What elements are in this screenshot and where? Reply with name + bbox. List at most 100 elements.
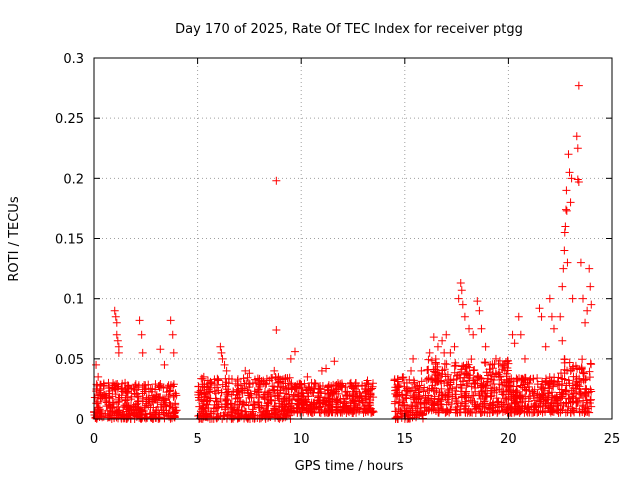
data-point: [578, 294, 587, 303]
data-point: [556, 312, 565, 321]
data-point: [430, 367, 439, 376]
data-point: [211, 394, 220, 403]
data-point: [112, 330, 121, 339]
x-tick-label: 25: [604, 432, 621, 447]
data-point: [279, 395, 288, 404]
data-point: [94, 391, 103, 400]
data-point: [500, 360, 509, 369]
data-point: [201, 392, 210, 401]
data-point: [572, 404, 581, 413]
data-point: [238, 389, 247, 398]
data-point: [250, 387, 259, 396]
data-point: [138, 348, 147, 357]
data-point: [172, 391, 181, 400]
data-point: [576, 388, 585, 397]
data-point: [416, 400, 425, 409]
data-point: [214, 403, 223, 412]
data-point: [400, 382, 409, 391]
data-point: [247, 411, 256, 420]
data-point: [303, 372, 312, 381]
data-point: [505, 403, 514, 412]
data-point: [566, 367, 575, 376]
data-point: [541, 401, 550, 410]
data-point: [113, 336, 122, 345]
data-point: [294, 392, 303, 401]
data-point: [541, 342, 550, 351]
data-point: [425, 348, 434, 357]
data-point: [502, 395, 511, 404]
data-point: [402, 391, 411, 400]
data-point: [331, 408, 340, 417]
data-point: [438, 336, 447, 345]
data-point: [488, 364, 497, 373]
data-point: [169, 348, 178, 357]
data-point: [255, 382, 264, 391]
data-point: [362, 393, 371, 402]
data-point: [202, 411, 211, 420]
data-point: [578, 355, 587, 364]
data-point: [587, 360, 596, 369]
data-point: [114, 395, 123, 404]
data-point: [330, 357, 339, 366]
data-point: [472, 404, 481, 413]
data-point: [562, 399, 571, 408]
data-point: [473, 297, 482, 306]
data-point: [560, 246, 569, 255]
data-point: [481, 393, 490, 402]
data-point: [507, 405, 516, 414]
data-point: [587, 300, 596, 309]
data-point: [124, 401, 133, 410]
data-point: [449, 376, 458, 385]
data-point: [454, 294, 463, 303]
data-point: [481, 342, 490, 351]
data-point: [481, 383, 490, 392]
data-point: [465, 324, 474, 333]
data-point: [222, 366, 231, 375]
data-point: [427, 384, 436, 393]
data-point: [481, 358, 490, 367]
data-point: [104, 378, 113, 387]
data-point: [154, 405, 163, 414]
data-point: [581, 375, 590, 384]
y-tick-label: 0.1: [63, 293, 84, 308]
data-point: [486, 392, 495, 401]
data-point: [110, 306, 119, 315]
data-point: [412, 390, 421, 399]
data-point: [248, 405, 257, 414]
data-point: [429, 333, 438, 342]
data-point: [116, 411, 125, 420]
data-point: [137, 413, 146, 422]
data-point: [559, 264, 568, 273]
data-point: [546, 403, 555, 412]
data-point: [241, 366, 250, 375]
data-point: [519, 376, 528, 385]
data-point: [281, 413, 290, 422]
data-point: [108, 383, 117, 392]
data-point: [427, 394, 436, 403]
data-point: [575, 365, 584, 374]
data-point: [435, 388, 444, 397]
data-point: [272, 176, 281, 185]
data-point: [394, 405, 403, 414]
data-point: [586, 385, 595, 394]
data-point: [220, 360, 229, 369]
data-point: [114, 348, 123, 357]
data-point: [229, 387, 238, 396]
data-point: [314, 391, 323, 400]
data-point: [259, 378, 268, 387]
data-point: [146, 413, 155, 422]
data-point: [561, 222, 570, 231]
data-point: [460, 392, 469, 401]
data-point: [366, 385, 375, 394]
data-point: [111, 312, 120, 321]
data-point: [437, 384, 446, 393]
data-point: [334, 389, 343, 398]
data-point: [488, 401, 497, 410]
data-point: [558, 336, 567, 345]
data-point: [146, 384, 155, 393]
data-point: [250, 375, 259, 384]
data-point: [317, 366, 326, 375]
data-point: [329, 380, 338, 389]
data-point: [96, 384, 105, 393]
data-point: [297, 400, 306, 409]
